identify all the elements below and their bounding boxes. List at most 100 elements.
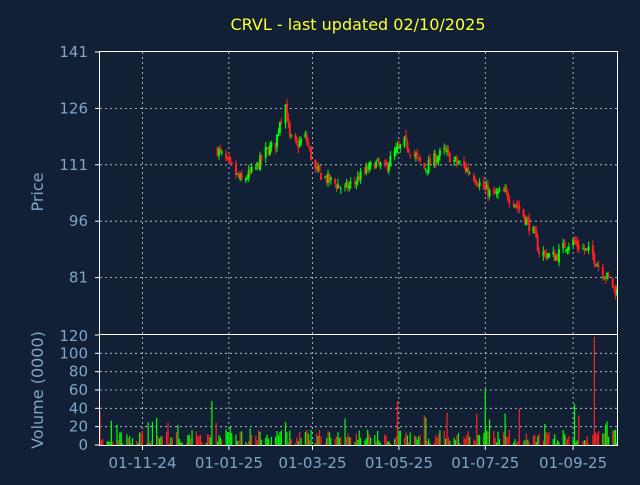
volume-tick-label: 40 xyxy=(69,399,88,417)
price-candle-body xyxy=(294,135,297,140)
price-candle-body xyxy=(236,173,239,175)
price-candle-body xyxy=(246,178,249,180)
price-candle-body xyxy=(433,153,436,166)
price-candle-body xyxy=(399,144,402,148)
price-candle-body xyxy=(546,255,549,257)
price-candle-body xyxy=(349,182,352,184)
price-candle-body xyxy=(552,252,555,255)
price-candle-body xyxy=(327,173,330,183)
price-candle-body xyxy=(457,163,460,165)
price-candle-body xyxy=(454,157,457,159)
price-candle-body xyxy=(604,277,607,279)
price-candle-body xyxy=(538,251,541,254)
price-candle-body xyxy=(229,157,232,162)
price-candle-body xyxy=(217,148,220,156)
price-candle-body xyxy=(365,166,368,173)
price-candle-body xyxy=(505,187,508,193)
price-candle-body xyxy=(468,173,471,175)
price-candle-body xyxy=(446,149,449,153)
price-candle-body xyxy=(300,139,303,143)
price-candle-body xyxy=(358,177,361,182)
price-candle-body xyxy=(607,273,610,278)
volume-tick-label: 80 xyxy=(69,363,88,381)
price-candle-body xyxy=(234,165,237,176)
volume-axis-label: Volume (0000) xyxy=(28,331,47,449)
volume-tick-label: 20 xyxy=(69,418,88,436)
price-candle-body xyxy=(240,173,243,180)
price-candle-body xyxy=(389,156,392,167)
price-candles xyxy=(216,98,618,300)
price-candle-body xyxy=(465,168,468,172)
price-candle-body xyxy=(317,167,320,170)
price-candle-body xyxy=(304,133,307,138)
price-candle-body xyxy=(492,191,495,193)
price-candle-body xyxy=(416,152,419,156)
price-candle-body xyxy=(474,179,477,183)
price-tick-label: 141 xyxy=(59,43,88,61)
price-candle-body xyxy=(386,163,389,170)
price-candle-body xyxy=(256,162,259,166)
price-candle-body xyxy=(230,162,233,165)
price-candle-body xyxy=(324,176,327,178)
price-candle-body xyxy=(572,239,575,246)
price-candle-body xyxy=(277,131,280,133)
price-candle-body xyxy=(444,148,447,151)
price-candle-body xyxy=(336,184,339,189)
price-candle-body xyxy=(385,162,388,164)
price-candle-body xyxy=(359,171,362,180)
price-candle-body xyxy=(314,159,317,169)
price-candle-body xyxy=(383,162,386,164)
price-candle-body xyxy=(285,103,288,121)
price-candle-body xyxy=(353,182,356,184)
price-candle-body xyxy=(429,158,432,165)
price-candle-body xyxy=(348,185,351,188)
price-candle-body xyxy=(305,134,308,143)
price-candle-body xyxy=(227,156,230,160)
price-candle-body xyxy=(553,252,556,262)
price-candle-body xyxy=(475,181,478,185)
price-candle-body xyxy=(259,155,262,171)
price-candle-body xyxy=(448,153,451,163)
price-candle-body xyxy=(376,159,379,161)
price-candle-body xyxy=(393,151,396,157)
price-candle-body xyxy=(453,160,456,162)
price-candle-body xyxy=(484,188,487,190)
volume-bars xyxy=(99,336,618,445)
price-candle-body xyxy=(334,179,337,184)
price-candle-body xyxy=(344,185,347,187)
price-candle-body xyxy=(356,176,359,182)
date-tick-label: 01-07-25 xyxy=(451,454,519,472)
price-candle-body xyxy=(548,253,551,258)
price-candle-body xyxy=(504,189,507,191)
price-candle-body xyxy=(363,171,366,173)
price-candle-body xyxy=(378,161,381,164)
price-candle-body xyxy=(545,253,548,259)
price-candle-body xyxy=(373,164,376,169)
price-candle-body xyxy=(264,147,267,158)
price-candle-body xyxy=(250,167,253,173)
price-candle-body xyxy=(583,248,586,251)
price-candle-body xyxy=(335,185,338,189)
price-candle-body xyxy=(424,168,427,170)
price-candle-body xyxy=(596,264,599,267)
price-candle-body xyxy=(533,227,536,232)
price-candle-body xyxy=(562,242,565,249)
volume-tick-label: 0 xyxy=(78,436,88,454)
price-candle-body xyxy=(464,164,467,171)
price-candle-body xyxy=(485,185,488,190)
price-candle-body xyxy=(387,165,390,171)
price-candle-body xyxy=(514,204,517,207)
date-tick-label: 01-03-25 xyxy=(278,454,346,472)
price-candle-body xyxy=(266,147,269,149)
price-candle-body xyxy=(601,267,604,278)
price-candle-body xyxy=(455,157,458,164)
price-candle-body xyxy=(276,134,279,147)
price-candle-body xyxy=(366,167,369,171)
price-tick-label: 126 xyxy=(59,99,88,117)
price-candle-body xyxy=(487,186,490,197)
price-candle-body xyxy=(573,240,576,243)
price-candle-body xyxy=(417,157,420,159)
price-candle-body xyxy=(447,150,450,152)
price-candle-body xyxy=(556,255,559,261)
